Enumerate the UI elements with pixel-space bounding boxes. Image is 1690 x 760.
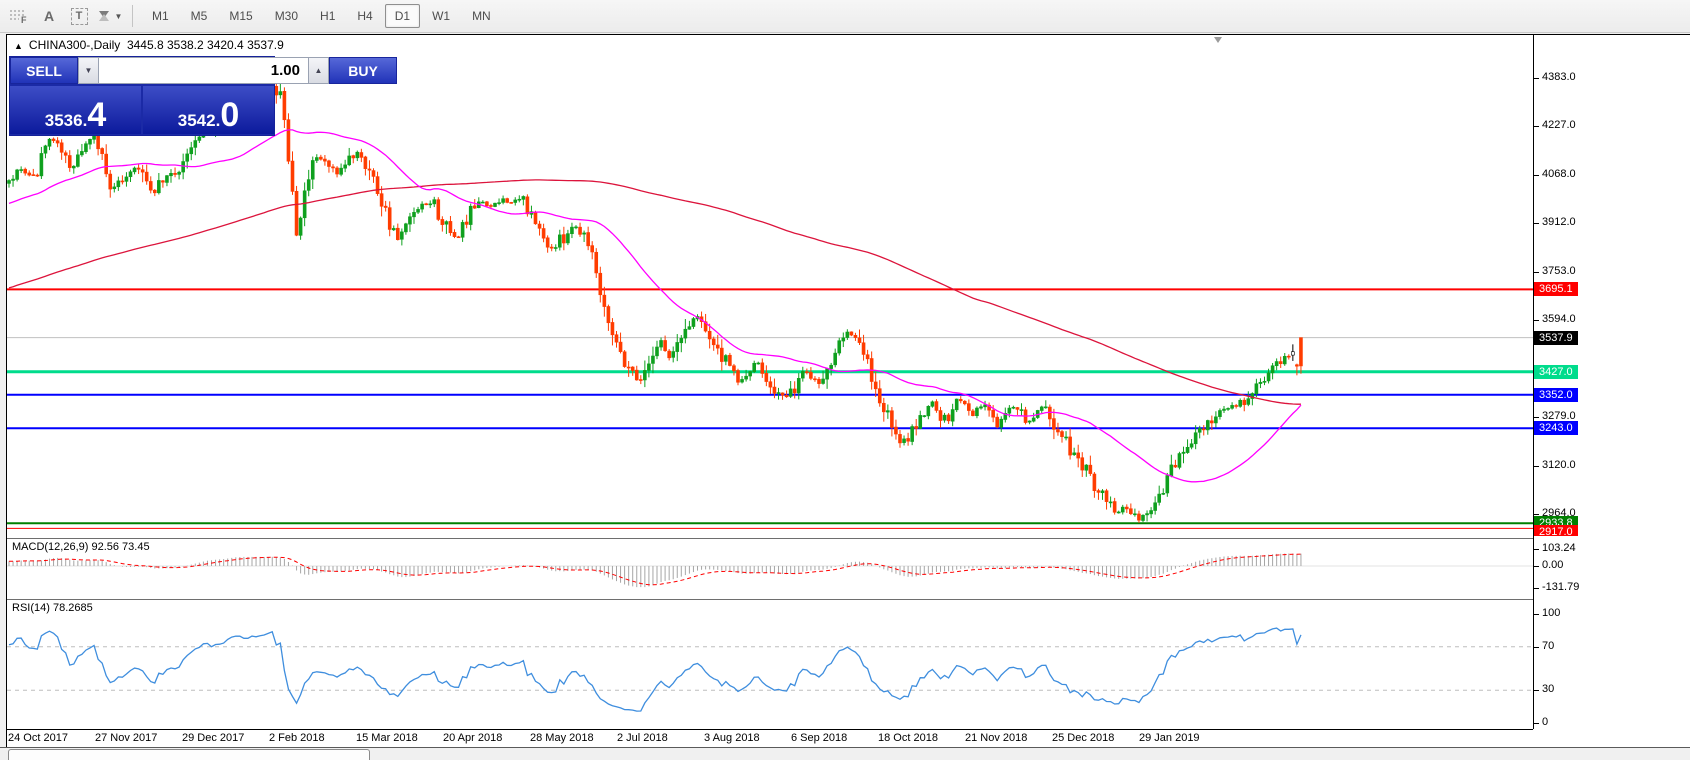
chart-window[interactable]: ▲ CHINA300-,Daily 3445.8 3538.2 3420.4 35…: [6, 34, 1690, 748]
symbol-period-label: CHINA300-,Daily: [28, 38, 121, 52]
price-tick-label: 3912.0: [1533, 216, 1576, 228]
timeframe-group: M1 M5 M15 M30 H1 H4 D1 W1 MN: [141, 4, 502, 28]
macd-pane[interactable]: [7, 540, 1533, 599]
date-axis[interactable]: 24 Oct 2017 27 Nov 2017 29 Dec 2017 2 Feb 2…: [7, 730, 1690, 747]
ask-price-display[interactable]: 3542. 0: [143, 86, 274, 134]
macd-axis: 103.24 0.00 -131.79: [1533, 540, 1690, 599]
date-tick-label: 28 May 2018: [530, 732, 594, 744]
timeframe-button-w1[interactable]: W1: [432, 9, 451, 23]
date-tick-label: 25 Dec 2018: [1052, 732, 1115, 744]
timeframe-button-d1[interactable]: D1: [384, 4, 421, 28]
letter-a-glyph: A: [43, 8, 55, 24]
price-level-label: 3352.0: [1534, 387, 1578, 402]
date-tick-label: 24 Oct 2017: [8, 732, 68, 744]
ohlc-readout: 3445.8 3538.2 3420.4 3537.9: [126, 38, 284, 52]
chart-tab-bar: [0, 747, 1690, 760]
buy-button[interactable]: BUY: [329, 57, 397, 84]
price-axis-main: 4383.0 4227.0 4068.0 3912.0 3753.0 3594.0 3279…: [1533, 35, 1690, 536]
ask-main-digits: 3542.: [177, 111, 221, 130]
date-tick-label: 18 Oct 2018: [878, 732, 938, 744]
rsi-tick-label: 100: [1533, 607, 1560, 619]
volume-decrease-button[interactable]: ▼: [78, 57, 99, 84]
chart-title: ▲ CHINA300-,Daily 3445.8 3538.2 3420.4 35…: [14, 38, 284, 52]
date-tick-label: 29 Dec 2017: [182, 732, 245, 744]
price-level-label: 3537.9: [1534, 330, 1578, 345]
chart-grid-f-icon[interactable]: F: [4, 3, 34, 29]
colors-dropdown-icon[interactable]: ▼: [94, 3, 124, 29]
price-tick-label: 4068.0: [1533, 168, 1576, 180]
date-tick-label: 3 Aug 2018: [704, 732, 760, 744]
date-tick-label: 21 Nov 2018: [965, 732, 1028, 744]
date-tick-label: 6 Sep 2018: [791, 732, 848, 744]
toolbar-separator: [132, 5, 133, 27]
pane-separator-2[interactable]: [7, 599, 1690, 600]
timeframe-button-h4[interactable]: H4: [357, 9, 373, 23]
price-tick-label: 3753.0: [1533, 265, 1576, 277]
chart-tab[interactable]: [8, 749, 370, 760]
rsi-tick-label: 0: [1533, 716, 1548, 728]
one-click-trade-panel: SELL ▼ ▲ BUY 3536.4 3542.0: [9, 56, 397, 136]
timeframe-button-mn[interactable]: MN: [472, 9, 491, 23]
sell-button[interactable]: SELL: [10, 57, 78, 84]
axis-border-line: [1533, 35, 1534, 729]
price-tick-label: 4383.0: [1533, 71, 1576, 83]
bid-last-digit: 4: [87, 95, 107, 134]
timeframe-button-h1[interactable]: H1: [320, 9, 336, 23]
rsi-tick-label: 70: [1533, 640, 1554, 652]
price-tick-label: 3120.0: [1533, 459, 1576, 471]
price-level-label: 3427.0: [1534, 364, 1578, 379]
text-tool-glyph: T: [70, 7, 88, 25]
volume-increase-button[interactable]: ▲: [308, 57, 329, 84]
rsi-label: RSI(14) 78.2685: [12, 602, 93, 614]
ask-last-digit: 0: [220, 95, 240, 134]
pane-separator-1[interactable]: [7, 538, 1690, 539]
chevron-down-icon: ▼: [114, 11, 123, 21]
date-tick-label: 27 Nov 2017: [95, 732, 158, 744]
text-tool-icon[interactable]: T: [64, 3, 94, 29]
colors-glyph: [98, 11, 109, 21]
svg-text:F: F: [21, 15, 27, 24]
letter-a-icon[interactable]: A: [34, 3, 64, 29]
price-tick-label: 3279.0: [1533, 410, 1576, 422]
bid-price-display[interactable]: 3536. 4: [10, 86, 141, 134]
macd-tick-label: 103.24: [1533, 542, 1576, 554]
main-toolbar: F A T ▼ M1 M5 M15 M30 H1 H4 D1 W1 MN: [0, 0, 1690, 33]
timeframe-button-m15[interactable]: M15: [229, 9, 253, 23]
bid-main-digits: 3536.: [44, 111, 88, 130]
date-axis-border: [7, 729, 1690, 730]
volume-input[interactable]: [99, 57, 308, 84]
date-tick-label: 2 Feb 2018: [269, 732, 325, 744]
timeframe-button-m1[interactable]: M1: [152, 9, 169, 23]
price-tick-label: 4227.0: [1533, 119, 1576, 131]
date-tick-label: 15 Mar 2018: [356, 732, 418, 744]
macd-tick-label: 0.00: [1533, 559, 1563, 571]
rsi-tick-label: 30: [1533, 683, 1554, 695]
price-tick-label: 2964.0: [1533, 507, 1576, 519]
price-level-label: 3243.0: [1534, 421, 1578, 436]
timeframe-button-m30[interactable]: M30: [274, 9, 299, 23]
timeframe-button-m5[interactable]: M5: [190, 9, 208, 23]
price-axis[interactable]: 4383.0 4227.0 4068.0 3912.0 3753.0 3594.0 3279…: [1533, 35, 1690, 747]
macd-tick-label: -131.79: [1533, 581, 1579, 593]
rsi-axis: 100 70 30 0: [1533, 601, 1690, 729]
macd-label: MACD(12,26,9) 92.56 73.45: [12, 541, 150, 553]
price-level-label: 2917.0: [1534, 525, 1578, 536]
rsi-pane[interactable]: [7, 601, 1533, 729]
date-tick-label: 29 Jan 2019: [1139, 732, 1200, 744]
date-tick-label: 20 Apr 2018: [443, 732, 503, 744]
date-tick-label: 2 Jul 2018: [617, 732, 668, 744]
collapse-triangle-icon[interactable]: ▲: [14, 41, 23, 51]
price-level-label: 3695.1: [1534, 282, 1578, 297]
price-tick-label: 3594.0: [1533, 313, 1576, 325]
grid-f-glyph: F: [10, 10, 27, 24]
